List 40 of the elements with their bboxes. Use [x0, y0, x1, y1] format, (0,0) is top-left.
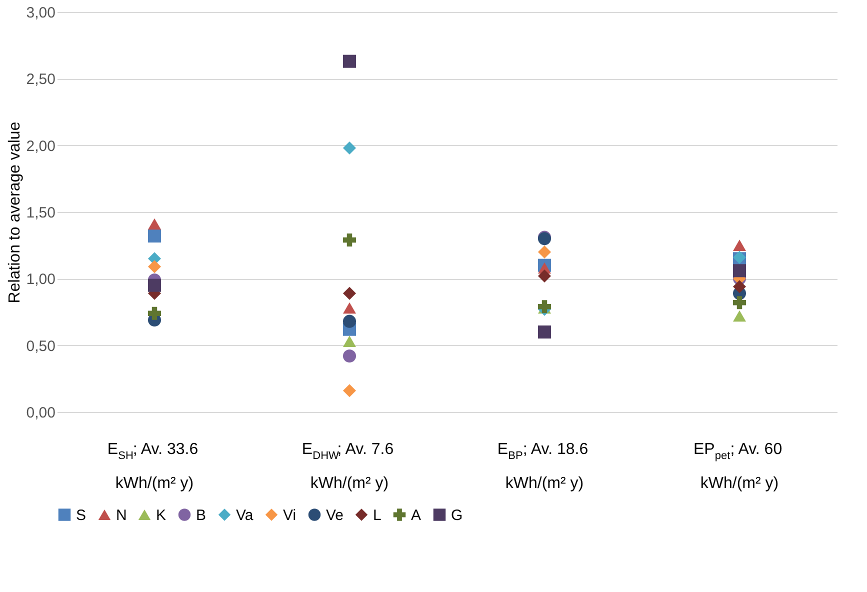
- y-tick-label: 1,50: [26, 204, 56, 222]
- point: [342, 233, 356, 247]
- point: [732, 240, 746, 251]
- legend-label: Ve: [326, 506, 344, 524]
- legend-label: Va: [236, 506, 254, 524]
- point: [342, 384, 356, 398]
- y-tick-label: 2,50: [26, 71, 56, 88]
- y-tick-label: 0,50: [26, 338, 56, 355]
- legend-label: Vi: [283, 506, 296, 524]
- legend-label: N: [116, 506, 127, 524]
- legend-label: G: [451, 506, 463, 524]
- y-tick-label: 2,00: [26, 138, 56, 155]
- y-tick-label: 1,00: [26, 271, 56, 288]
- y-tick-label: 0,00: [26, 404, 56, 422]
- point: [538, 325, 552, 339]
- point: [342, 54, 356, 68]
- point: [342, 314, 356, 328]
- legend-label: K: [156, 506, 166, 524]
- point: [342, 336, 356, 347]
- legend-label: L: [373, 506, 382, 524]
- point: [732, 264, 746, 278]
- legend-label: S: [76, 506, 86, 524]
- legend-label: A: [411, 506, 422, 524]
- point: [342, 286, 356, 300]
- point: [148, 306, 162, 320]
- point: [342, 349, 356, 363]
- point: [538, 269, 552, 283]
- point: [732, 296, 746, 310]
- point: [148, 278, 162, 292]
- y-axis-title: Relation to average value: [6, 122, 24, 304]
- point: [732, 310, 746, 322]
- point: [148, 218, 162, 230]
- point: [148, 229, 162, 243]
- point: [342, 141, 356, 155]
- point: [732, 280, 746, 294]
- point: [148, 260, 162, 274]
- point: [342, 302, 356, 314]
- legend-label: B: [196, 506, 206, 524]
- point: [538, 245, 552, 259]
- y-tick-label: 3,00: [26, 4, 56, 22]
